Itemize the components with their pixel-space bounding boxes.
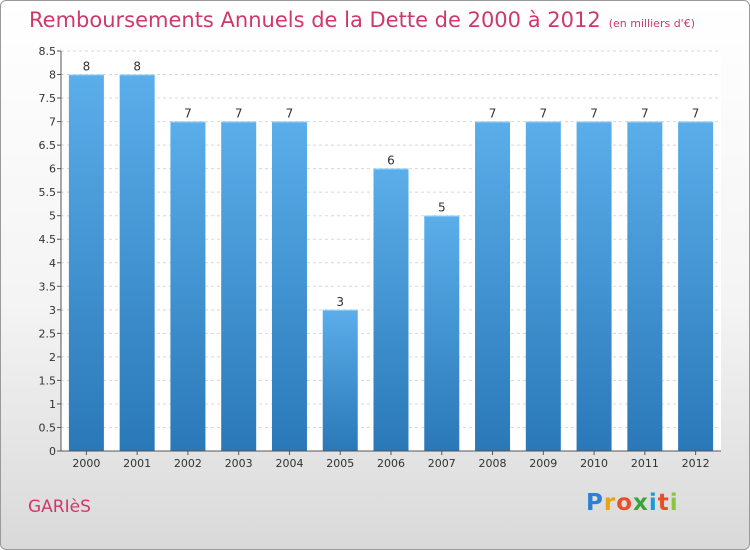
x-tick-label-2011: 2011 — [631, 457, 659, 470]
y-tick-label: 2.5 — [39, 327, 57, 340]
x-tick-label-2004: 2004 — [275, 457, 303, 470]
logo-letter: i — [648, 490, 658, 516]
y-tick-label: 7 — [49, 116, 56, 129]
y-tick-label: 0 — [49, 445, 56, 458]
bar-2000 — [68, 74, 104, 451]
bar-2009 — [525, 121, 561, 452]
logo-letter: r — [603, 490, 617, 516]
y-tick-label: 1.5 — [39, 374, 57, 387]
data-label-2001: 8 — [133, 60, 141, 74]
data-labels: 8 8 7 7 7 3 6 5 7 7 7 7 7 — [83, 60, 700, 309]
x-tick-label-2007: 2007 — [428, 457, 456, 470]
logo-letter: o — [616, 490, 634, 516]
bar-2002 — [170, 121, 206, 452]
data-label-2005: 3 — [336, 295, 344, 309]
data-label-2012: 7 — [692, 107, 700, 121]
x-tick-label-2000: 2000 — [72, 457, 100, 470]
chart-title: Remboursements Annuels de la Dette de 20… — [29, 8, 695, 32]
logo-letter: P — [586, 490, 604, 516]
data-label-2003: 7 — [235, 107, 243, 121]
commune-name: GARIèS — [28, 497, 91, 517]
proxiti-logo: Proxiti — [586, 490, 679, 516]
bar-2010 — [576, 121, 612, 452]
y-tick-label: 4.5 — [39, 233, 57, 246]
logo-letter: x — [633, 490, 649, 516]
x-tick-label-2006: 2006 — [377, 457, 405, 470]
x-tick-label-2008: 2008 — [479, 457, 507, 470]
data-label-2000: 8 — [83, 60, 91, 74]
bar-2012 — [678, 121, 714, 452]
y-tick-label: 3 — [49, 304, 56, 317]
x-tick-label-2005: 2005 — [326, 457, 354, 470]
y-tick-label: 3.5 — [39, 280, 57, 293]
bar-2004 — [271, 121, 307, 452]
y-tick-label: 6 — [49, 163, 56, 176]
chart-subtitle: (en milliers d'€) — [608, 17, 695, 30]
logo-letter: i — [669, 490, 679, 516]
data-label-2009: 7 — [539, 107, 547, 121]
y-tick-label: 1 — [49, 398, 56, 411]
x-tick-label-2001: 2001 — [123, 457, 151, 470]
chart-title-text: Remboursements Annuels de la Dette de 20… — [29, 8, 601, 32]
logo-letter: t — [657, 490, 670, 516]
data-label-2008: 7 — [489, 107, 497, 121]
bar-2006 — [373, 168, 409, 451]
y-tick-label: 0.5 — [39, 421, 57, 434]
y-tick-label: 2 — [49, 351, 56, 364]
y-tick-label: 7.5 — [39, 92, 57, 105]
x-tick-label-2003: 2003 — [225, 457, 253, 470]
data-label-2006: 6 — [387, 154, 395, 168]
x-tick-label-2002: 2002 — [174, 457, 202, 470]
bar-2001 — [119, 74, 155, 451]
bars — [68, 74, 714, 452]
data-label-2010: 7 — [590, 107, 598, 121]
axes: 0 0.5 1 1.5 2 2.5 3 3.5 4 4.5 5 5.5 6 6.5 7 7.5 8 8.5 2000… — [39, 45, 721, 470]
data-label-2007: 5 — [438, 201, 446, 215]
y-tick-label: 5 — [49, 210, 56, 223]
bar-2005 — [322, 309, 358, 451]
y-tick-label: 5.5 — [39, 186, 57, 199]
bar-2003 — [221, 121, 257, 452]
y-tick-label: 4 — [49, 257, 56, 270]
x-tick-label-2010: 2010 — [580, 457, 608, 470]
data-label-2002: 7 — [184, 107, 192, 121]
x-tick-label-2012: 2012 — [682, 457, 710, 470]
y-tick-label: 6.5 — [39, 139, 57, 152]
y-tick-label: 8.5 — [39, 45, 57, 58]
data-label-2011: 7 — [641, 107, 649, 121]
bar-2008 — [475, 121, 511, 452]
y-tick-label: 8 — [49, 69, 56, 82]
data-label-2004: 7 — [286, 107, 294, 121]
x-tick-label-2009: 2009 — [529, 457, 557, 470]
bar-2007 — [424, 215, 460, 451]
bar-2011 — [627, 121, 663, 452]
